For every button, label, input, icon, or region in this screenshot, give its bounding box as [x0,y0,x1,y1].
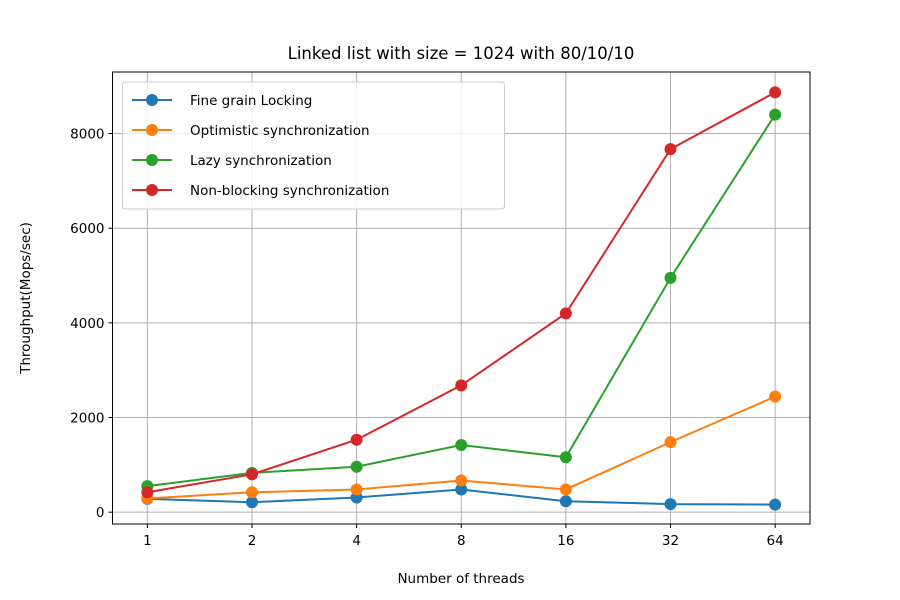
data-point [664,271,677,284]
data-point [455,483,468,496]
legend-label: Fine grain Locking [190,93,312,109]
legend-marker [146,154,158,166]
data-point [769,498,782,511]
x-tick-label: 8 [457,533,466,549]
data-point [246,486,258,499]
legend-label: Non-blocking synchronization [190,183,389,199]
y-tick-label: 8000 [70,127,104,143]
x-tick-label: 2 [248,533,257,549]
chart-title: Linked list with size = 1024 with 80/10/… [288,44,635,63]
legend: Fine grain Locking Optimistic synchroniza… [122,81,505,210]
y-tick-label: 2000 [70,411,104,427]
data-point [350,483,363,496]
x-tick-label: 64 [767,533,784,549]
legend-entry: Optimistic synchronization [132,123,370,139]
legend-marker [146,94,158,106]
data-point [664,436,677,449]
data-point [559,451,572,464]
y-tick-label: 4000 [70,316,104,332]
y-tick-label: 6000 [70,221,104,237]
data-point [141,486,154,499]
data-point [559,495,572,508]
x-tick-label: 1 [143,533,152,549]
data-point [455,379,468,392]
data-point [769,390,782,403]
legend-marker [146,124,158,136]
data-point [664,498,677,511]
legend-label: Optimistic synchronization [190,123,370,139]
legend-entry: Non-blocking synchronization [132,183,389,199]
x-tick-label: 4 [352,533,361,549]
y-axis-label: Throughput(Mops/sec) [18,222,34,375]
data-point [559,307,572,320]
data-point [769,86,782,99]
data-point [246,496,258,509]
data-point [455,474,468,487]
x-tick-label: 16 [557,533,574,549]
legend-entry: Lazy synchronization [132,153,332,169]
legend-marker [146,184,158,196]
data-point [350,433,363,446]
data-point [455,438,468,451]
data-point [664,143,677,156]
data-point [246,468,258,481]
data-point [559,483,572,496]
x-axis-label: Number of threads [397,571,524,587]
y-tick-label: 0 [96,505,105,521]
series-layer [141,86,782,511]
data-point [769,108,782,121]
data-point [350,460,363,473]
series-non-blocking-synchronization [141,86,782,499]
legend-label: Lazy synchronization [190,153,332,169]
x-tick-label: 32 [662,533,679,549]
legend-box [122,81,505,210]
axis-ticks: 1 2 4 8 16 32 64 0 2000 4000 6000 8000 [70,127,784,549]
legend-entry: Fine grain Locking [132,93,312,109]
